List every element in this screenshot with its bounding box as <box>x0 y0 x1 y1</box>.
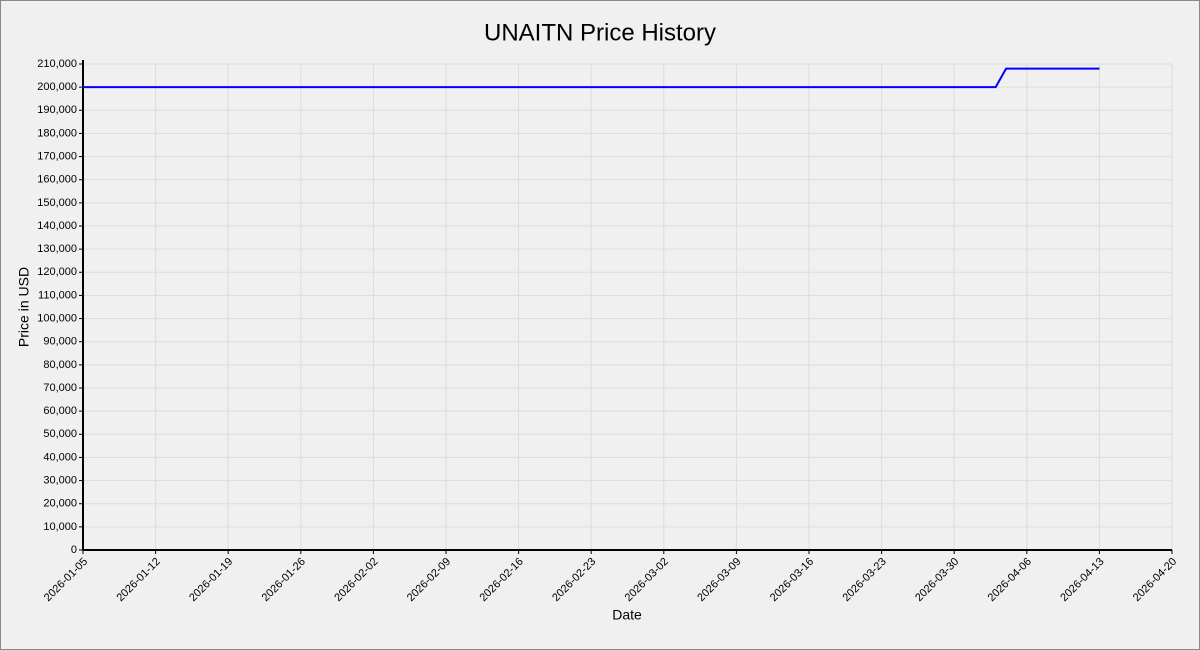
y-tick-label: 150,000 <box>37 197 77 209</box>
y-tick-label: 210,000 <box>37 58 77 70</box>
y-tick-label: 60,000 <box>43 405 77 417</box>
y-tick-label: 120,000 <box>37 266 77 278</box>
x-axis-label: Date <box>612 607 642 623</box>
y-tick-label: 30,000 <box>43 474 77 486</box>
y-tick-label: 20,000 <box>43 498 77 510</box>
y-tick-label: 70,000 <box>43 382 77 394</box>
y-tick-label: 90,000 <box>43 336 77 348</box>
y-tick-label: 180,000 <box>37 127 77 139</box>
y-axis-label: Price in USD <box>16 267 32 347</box>
y-tick-label: 170,000 <box>37 150 77 162</box>
y-tick-label: 140,000 <box>37 220 77 232</box>
y-tick-label: 0 <box>71 544 77 556</box>
y-tick-label: 100,000 <box>37 312 77 324</box>
price-line <box>83 67 1100 89</box>
y-tick-label: 160,000 <box>37 174 77 186</box>
y-tick-label: 200,000 <box>37 81 77 93</box>
y-tick-label: 130,000 <box>37 243 77 255</box>
y-tick-label: 50,000 <box>43 428 77 440</box>
y-tick-label: 110,000 <box>38 289 77 301</box>
y-tick-label: 10,000 <box>43 521 77 533</box>
y-tick-label: 40,000 <box>43 451 77 463</box>
chart-title: UNAITN Price History <box>484 19 716 46</box>
y-tick-label: 80,000 <box>43 359 77 371</box>
y-tick-label: 190,000 <box>37 104 77 116</box>
